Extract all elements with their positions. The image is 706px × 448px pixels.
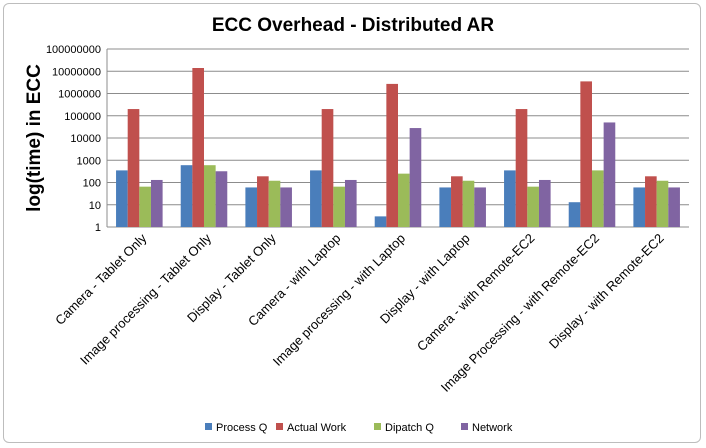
bar — [215, 171, 228, 227]
bar — [257, 176, 269, 227]
bar — [409, 128, 422, 227]
y-axis-label: log(time) in ECC — [24, 64, 45, 212]
bar — [474, 187, 486, 227]
bar — [668, 187, 680, 227]
bar — [116, 170, 128, 227]
bar — [245, 187, 258, 227]
x-tick-label: Image processing - with Laptop — [270, 231, 408, 369]
bar — [633, 187, 646, 227]
x-tick-label: Camera - with Remote-EC2 — [414, 231, 538, 355]
bar — [180, 165, 193, 227]
bar — [280, 187, 292, 227]
legend-swatch — [205, 423, 212, 430]
bar — [268, 180, 281, 227]
bar — [515, 109, 528, 227]
bar — [139, 186, 151, 227]
bar — [398, 173, 410, 227]
bar — [386, 83, 398, 228]
bar — [150, 179, 163, 227]
bar — [568, 202, 581, 227]
bar — [462, 180, 475, 227]
y-tick-label: 10000 — [70, 133, 101, 145]
y-tick-label: 10000000 — [52, 66, 101, 78]
legend-label: Process Q — [216, 422, 268, 434]
chart-title: ECC Overhead - Distributed AR — [212, 15, 495, 36]
legend-label: Network — [472, 422, 513, 434]
legend-label: Dipatch Q — [385, 422, 434, 434]
bar — [580, 81, 592, 227]
bar — [504, 170, 516, 227]
y-tick-label: 100000 — [64, 111, 101, 123]
bars-layer — [116, 68, 680, 228]
bar — [439, 187, 452, 227]
bar — [374, 216, 387, 227]
x-tick-label: Display - with Remote-EC2 — [546, 231, 667, 352]
bar — [592, 170, 604, 227]
legend-swatch — [461, 423, 468, 430]
y-tick-label: 100 — [83, 178, 101, 190]
bar — [645, 176, 657, 227]
bar — [310, 170, 322, 227]
bar — [321, 109, 334, 227]
y-tick-label: 10 — [89, 200, 101, 212]
legend-label: Actual Work — [287, 422, 347, 434]
bar — [451, 176, 463, 227]
ticks-layer: 1 10 100 1000 10000 100000 1000000 10000000 1000… — [46, 44, 667, 395]
bar — [344, 179, 357, 227]
bar — [603, 122, 616, 227]
bar — [192, 68, 204, 227]
y-tick-label: 1 — [95, 222, 101, 234]
y-tick-label: 1000 — [77, 155, 101, 167]
legend-swatch — [276, 423, 283, 430]
x-tick-label: Image processing - Tablet Only — [77, 230, 215, 368]
bar — [527, 186, 539, 227]
bar — [127, 109, 140, 227]
bar — [333, 186, 345, 227]
bar — [204, 165, 216, 227]
bar — [656, 180, 669, 227]
legend-swatch — [374, 423, 381, 430]
y-tick-label: 100000000 — [46, 44, 101, 56]
y-tick-label: 1000000 — [58, 89, 101, 101]
legend: Process Q Actual Work Dipatch Q Network — [205, 422, 513, 434]
bar — [538, 179, 551, 227]
